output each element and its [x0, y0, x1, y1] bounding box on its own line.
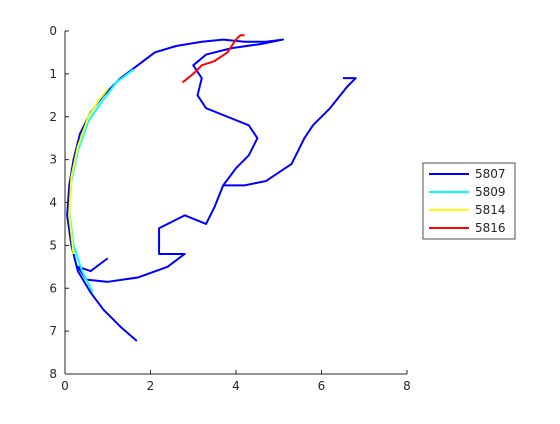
- legend-label: 5807: [475, 167, 506, 181]
- y-tick-label: 8: [49, 367, 57, 381]
- x-tick-label: 2: [147, 379, 155, 393]
- y-tick-label: 1: [49, 67, 57, 81]
- y-tick-label: 4: [49, 196, 57, 210]
- y-tick-label: 6: [49, 281, 57, 295]
- x-tick-label: 0: [61, 379, 69, 393]
- legend-box: [422, 162, 516, 240]
- y-tick-label: 0: [49, 24, 57, 38]
- y-tick-label: 2: [49, 110, 57, 124]
- x-tick-label: 8: [403, 379, 411, 393]
- y-tick-label: 3: [49, 153, 57, 167]
- legend-label: 5814: [475, 203, 506, 217]
- x-tick-label: 4: [232, 379, 240, 393]
- y-tick-label: 5: [49, 238, 57, 252]
- series-line: [181, 34, 245, 84]
- y-tick-label: 7: [49, 324, 57, 338]
- legend-label: 5816: [475, 221, 506, 235]
- series-line: [76, 184, 225, 283]
- legend-label: 5809: [475, 185, 506, 199]
- series-line: [68, 68, 135, 293]
- series-line: [68, 88, 109, 255]
- series-line: [66, 38, 357, 342]
- x-tick-label: 6: [318, 379, 326, 393]
